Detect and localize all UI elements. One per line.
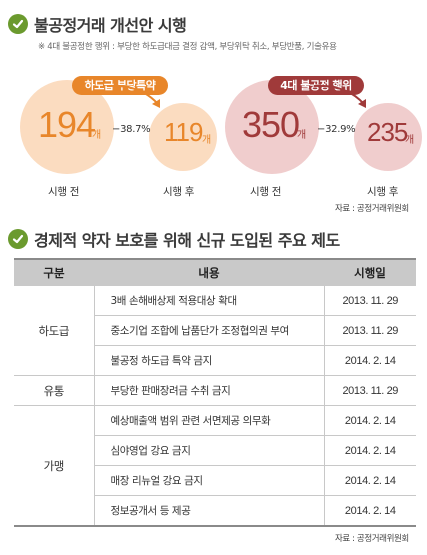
- table-row: 매장 리뉴얼 강요 금지 2014. 2. 14: [14, 465, 416, 496]
- table-row: 중소기업 조합에 납품단가 조정협의권 부여 2013. 11. 29: [14, 315, 416, 346]
- table-row: 유통 부당한 판매장려금 수취 금지 2013. 11. 29: [14, 375, 416, 406]
- section2-title: 경제적 약자 보호를 위해 신규 도입된 주요 제도: [34, 231, 340, 250]
- date-cell: 2014. 2. 14: [324, 495, 416, 527]
- after-unit: 개: [405, 135, 415, 146]
- date-cell: 2014. 2. 14: [324, 435, 416, 466]
- header-date: 시행일: [324, 258, 416, 286]
- before-unit: 개: [92, 130, 102, 141]
- content-cell: 심야영업 강요 금지: [94, 435, 325, 466]
- before-value: 350: [242, 104, 300, 145]
- arrow-icon: [107, 84, 160, 108]
- check-icon: [8, 14, 28, 34]
- section1-header: 불공정거래 개선안 시행: [8, 12, 187, 36]
- source-note: 자료 : 공정거래위원회: [335, 534, 409, 544]
- after-circle: [149, 103, 217, 171]
- section1-title: 불공정거래 개선안 시행: [34, 16, 187, 35]
- before-value: 194: [38, 104, 96, 145]
- table-row: 불공정 하도급 특약 금지 2014. 2. 14: [14, 345, 416, 376]
- category-cell: 유통: [14, 375, 95, 406]
- before-circle: [20, 80, 114, 174]
- before-label: 시행 전: [250, 186, 282, 198]
- date-cell: 2013. 11. 29: [324, 315, 416, 346]
- section2-header: 경제적 약자 보호를 위해 신규 도입된 주요 제도: [8, 227, 340, 251]
- change-percent: −38.7%: [112, 124, 151, 135]
- content-cell: 불공정 하도급 특약 금지: [94, 345, 325, 376]
- content-cell: 중소기업 조합에 납품단가 조정협의권 부여: [94, 315, 325, 346]
- before-label: 시행 전: [48, 186, 80, 198]
- table-row: 가맹 예상매출액 범위 관련 서면제공 의무화 2014. 2. 14: [14, 405, 416, 527]
- content-cell: 예상매출액 범위 관련 서면제공 의무화: [94, 405, 325, 436]
- category-cell: 하도급: [14, 286, 95, 376]
- content-cell: 부당한 판매장려금 수취 금지: [94, 375, 325, 406]
- content-cell: 정보공개서 등 제공: [94, 495, 325, 527]
- after-label: 시행 후: [367, 186, 399, 198]
- after-label: 시행 후: [163, 186, 195, 198]
- header-content: 내용: [94, 258, 324, 286]
- date-cell: 2013. 11. 29: [324, 286, 416, 316]
- after-unit: 개: [202, 135, 212, 146]
- table-row: 심야영업 강요 금지 2014. 2. 14: [14, 435, 416, 466]
- after-value: 119: [164, 117, 203, 147]
- before-unit: 개: [297, 130, 307, 141]
- source-note: 자료 : 공정거래위원회: [335, 204, 409, 214]
- header-category: 구분: [14, 258, 94, 286]
- arrow-icon: [313, 84, 366, 108]
- table-row: 정보공개서 등 제공 2014. 2. 14: [14, 495, 416, 527]
- date-cell: 2014. 2. 14: [324, 345, 416, 376]
- after-circle: [354, 103, 422, 171]
- table-header-row: 구분 내용 시행일: [14, 258, 416, 286]
- table-row: 하도급 3배 손해배상제 적용대상 확대 2013. 11. 29: [14, 286, 416, 376]
- category-cell: 가맹: [14, 405, 95, 527]
- date-cell: 2013. 11. 29: [324, 375, 416, 406]
- date-cell: 2014. 2. 14: [324, 405, 416, 436]
- content-cell: 매장 리뉴얼 강요 금지: [94, 465, 325, 496]
- section1-note: ※ 4대 불공정한 행위 : 부당한 하도급대금 결정 감액, 부당위탁 취소,…: [38, 42, 337, 52]
- before-circle: [225, 80, 319, 174]
- after-value: 235: [367, 117, 408, 147]
- content-cell: 3배 손해배상제 적용대상 확대: [94, 286, 325, 316]
- check-icon: [8, 229, 28, 249]
- policy-table: 구분 내용 시행일 하도급 3배 손해배상제 적용대상 확대 2013. 11.…: [14, 258, 416, 527]
- change-percent: −32.9%: [317, 124, 356, 135]
- date-cell: 2014. 2. 14: [324, 465, 416, 496]
